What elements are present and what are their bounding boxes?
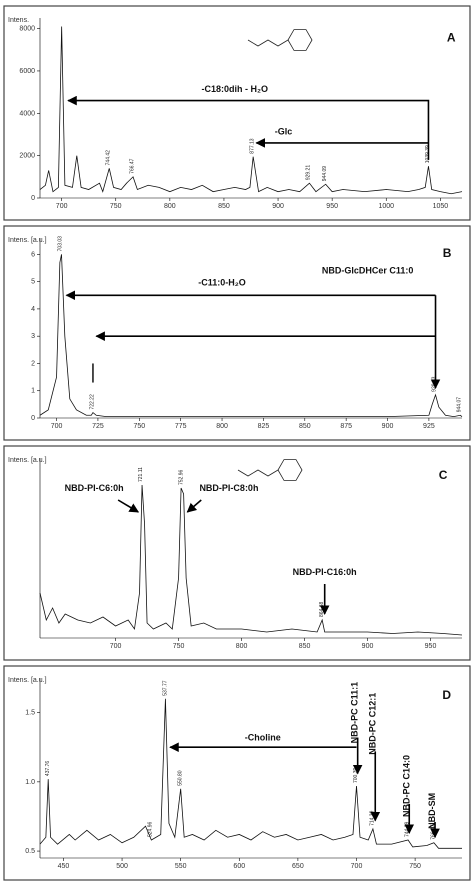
y-tick-label: 0 <box>31 195 35 202</box>
y-tick-label: 4000 <box>19 110 35 117</box>
x-tick-label: 1000 <box>378 203 394 210</box>
spectrum-line <box>39 484 463 636</box>
y-tick-label: 3 <box>31 333 35 340</box>
structure-ring <box>277 459 303 481</box>
y-tick-label: 4 <box>31 306 35 313</box>
x-tick-label: 925 <box>423 423 435 430</box>
y-tick-label: 0.5 <box>25 848 35 855</box>
peak-label: 722.22 <box>89 394 95 410</box>
x-tick-label: 850 <box>299 423 311 430</box>
y-axis-label: Intens. [a.u.] <box>8 677 47 684</box>
x-tick-label: 900 <box>382 423 394 430</box>
y-tick-label: 0 <box>31 415 35 422</box>
x-tick-label: 950 <box>326 203 338 210</box>
annotation: NBD-PC C14:0 <box>401 755 411 817</box>
y-tick-label: 1.5 <box>25 710 35 717</box>
peak-label: 744.42 <box>106 150 112 166</box>
panel-letter: B <box>443 246 452 260</box>
panel-letter: C <box>439 468 448 482</box>
y-tick-label: 1.0 <box>25 779 35 786</box>
x-tick-label: 875 <box>340 423 352 430</box>
x-tick-label: 900 <box>362 643 374 650</box>
x-tick-label: 700 <box>351 863 363 870</box>
x-tick-label: 825 <box>258 423 270 430</box>
x-tick-label: 750 <box>133 423 145 430</box>
x-tick-label: 700 <box>51 423 63 430</box>
y-tick-label: 5 <box>31 279 35 286</box>
panel-border <box>3 225 471 441</box>
y-tick-label: 6 <box>31 251 35 258</box>
x-tick-label: 850 <box>299 643 311 650</box>
x-tick-label: 800 <box>164 203 176 210</box>
arrow <box>117 499 140 513</box>
y-tick-label: 2000 <box>19 153 35 160</box>
x-tick-label: 800 <box>216 423 228 430</box>
x-tick-label: 900 <box>272 203 284 210</box>
y-axis-label: Intens. <box>8 17 29 24</box>
peak-label: 524.96 <box>147 821 153 837</box>
annotation: NBD-PI-C16:0h <box>293 567 357 577</box>
annotation: NBD-PI-C8:0h <box>199 483 258 493</box>
annotation: NBD-PC C12:1 <box>367 693 377 755</box>
x-tick-label: 700 <box>56 203 68 210</box>
annotation: -C18:0dih - H₂O <box>202 84 269 94</box>
panel-letter: D <box>442 688 451 702</box>
x-tick-label: 750 <box>409 863 421 870</box>
annotation: NBD-PI-C6:0h <box>65 483 124 493</box>
peak-label: 700.39 <box>353 767 359 783</box>
spectrum-line <box>39 26 463 195</box>
y-tick-label: 8000 <box>19 26 35 33</box>
y-tick-label: 6000 <box>19 68 35 75</box>
structure-ring <box>287 29 313 51</box>
y-axis-label: Intens. [a.u.] <box>8 237 47 244</box>
x-tick-label: 650 <box>292 863 304 870</box>
peak-label: 703.03 <box>58 236 64 252</box>
y-tick-label: 2 <box>31 360 35 367</box>
arrow <box>186 499 202 513</box>
x-tick-label: 725 <box>92 423 104 430</box>
x-tick-label: 800 <box>236 643 248 650</box>
x-tick-label: 850 <box>218 203 230 210</box>
x-tick-label: 1050 <box>433 203 449 210</box>
panel-border <box>3 665 471 881</box>
peak-label: 752.96 <box>178 469 184 485</box>
annotation: -Glc <box>275 126 293 136</box>
x-tick-label: 550 <box>175 863 187 870</box>
x-tick-label: 450 <box>58 863 70 870</box>
spectrum-line <box>39 698 462 849</box>
structure-chain <box>237 469 279 477</box>
annotation: NBD-SM <box>427 793 437 829</box>
panel-border <box>3 445 471 661</box>
peak-label: 721.11 <box>138 467 144 482</box>
annotation: NBD-PC C11:1 <box>350 682 360 744</box>
x-tick-label: 750 <box>173 643 185 650</box>
panel-letter: A <box>447 30 456 44</box>
peak-label: 437.76 <box>45 761 51 777</box>
x-tick-label: 950 <box>425 643 437 650</box>
x-tick-label: 600 <box>233 863 245 870</box>
peak-label: 929.21 <box>306 165 312 181</box>
annotation: -C11:0-H₂O <box>198 278 246 288</box>
peak-label: 929.03 <box>432 376 438 392</box>
structure-chain <box>247 39 289 47</box>
annotation: NBD-GlcDHCer C11:0 <box>322 265 414 275</box>
y-axis-label: Intens. [a.u.] <box>8 457 47 464</box>
peak-label: 766.47 <box>130 158 136 174</box>
annotation: -Choline <box>245 732 281 742</box>
peak-label: 550.80 <box>178 770 184 786</box>
x-tick-label: 700 <box>110 643 122 650</box>
peak-label: 944.07 <box>456 397 462 413</box>
y-tick-label: 1 <box>31 388 35 395</box>
arrow <box>67 95 430 160</box>
x-tick-label: 775 <box>175 423 187 430</box>
spectrum-line <box>39 254 463 418</box>
panel-border <box>3 5 471 221</box>
x-tick-label: 750 <box>110 203 122 210</box>
peak-label: 877.13 <box>249 138 255 154</box>
peak-label: 537.77 <box>162 680 168 696</box>
peak-label: 944.09 <box>322 166 328 182</box>
x-tick-label: 500 <box>116 863 128 870</box>
